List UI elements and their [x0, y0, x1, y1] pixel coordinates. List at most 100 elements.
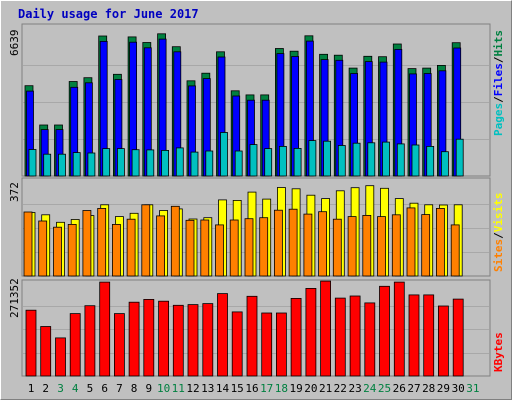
pages-bar [220, 132, 228, 177]
day-label: 15 [231, 382, 244, 395]
kbytes-bar [408, 294, 420, 377]
day-label: 29 [437, 382, 450, 395]
kbytes-bar [172, 304, 184, 377]
pages-bar [234, 150, 243, 177]
pages-bar [278, 145, 287, 177]
chart-title: Daily usage for June 2017 [18, 7, 199, 21]
pages-bar [293, 147, 302, 177]
legend-visits: Visits [492, 193, 505, 233]
kbytes-bar [99, 281, 111, 377]
sites-bar [332, 218, 342, 277]
sites-bar [288, 208, 298, 277]
day-label: 22 [334, 382, 347, 395]
pages-bar [352, 142, 361, 177]
pages-bar [396, 143, 405, 177]
pages-bar [367, 142, 376, 177]
pages-bar [190, 151, 199, 177]
sites-bar [23, 211, 33, 277]
kbytes-bar [320, 280, 332, 377]
day-label: 31 [466, 382, 479, 395]
day-label: 20 [304, 382, 317, 395]
sites-bar [273, 209, 283, 277]
upper-legend: Pages/Files/Hits [492, 30, 505, 136]
sites-bar [450, 224, 460, 277]
pages-bar [264, 148, 273, 177]
pages-bar [426, 145, 435, 177]
kbytes-bar [393, 281, 405, 377]
day-label: 8 [131, 382, 138, 395]
upper-ymax-label: 6639 [8, 30, 21, 57]
kbytes-bar [217, 293, 228, 377]
sites-bar [362, 214, 372, 277]
kbytes-bar [364, 302, 376, 377]
day-label: 19 [289, 382, 302, 395]
sites-bar [421, 214, 431, 277]
day-label: 11 [172, 382, 185, 395]
day-label: 17 [260, 382, 273, 395]
day-label: 18 [275, 382, 288, 395]
pages-bar [43, 153, 52, 177]
kbytes-bar [452, 298, 464, 377]
day-label: 23 [348, 382, 361, 395]
sites-bar [53, 226, 62, 277]
kbytes-bar [143, 298, 155, 377]
day-label: 13 [201, 382, 214, 395]
kbytes-bar [261, 312, 273, 377]
kbytes-bar [437, 305, 449, 377]
legend-sep: / [492, 232, 505, 239]
pages-bar [175, 147, 184, 177]
sites-bar [126, 218, 136, 277]
sites-bar [97, 207, 107, 277]
sites-bar [391, 214, 401, 277]
day-label: 14 [216, 382, 230, 395]
pages-bar [102, 148, 111, 177]
legend-kbytes: KBytes [492, 332, 505, 372]
kbytes-bar [349, 295, 361, 377]
legend-sep: / [492, 56, 505, 63]
sites-bar [259, 217, 269, 277]
kbytes-bar [55, 337, 66, 377]
pages-bar [440, 151, 449, 177]
sites-bar [82, 210, 92, 277]
day-label: 4 [72, 382, 79, 395]
pages-bar [455, 138, 464, 177]
sites-bar [200, 219, 210, 277]
day-label: 1 [28, 382, 35, 395]
kbytes-bar [290, 297, 302, 377]
pages-bar [337, 145, 346, 177]
pages-bar [146, 149, 155, 177]
pages-bar [72, 152, 81, 177]
kbytes-bar [128, 301, 140, 377]
legend-pages: Pages [492, 103, 505, 136]
sites-bar [435, 207, 445, 277]
pages-bar [131, 149, 140, 177]
kbytes-bar [305, 287, 317, 377]
sites-bar [406, 207, 416, 277]
kbytes-bar [114, 313, 125, 377]
sites-bar [112, 223, 121, 277]
day-label: 27 [407, 382, 420, 395]
pages-bar [411, 144, 420, 177]
day-label: 7 [116, 382, 123, 395]
sites-bar [347, 216, 357, 277]
sites-bar [67, 223, 77, 277]
pages-bar [28, 149, 37, 177]
kbytes-bar [69, 313, 81, 377]
sites-bar [318, 211, 328, 277]
day-label: 3 [57, 382, 64, 395]
day-label: 25 [378, 382, 391, 395]
pages-bar [205, 150, 214, 177]
kbytes-bar [379, 285, 390, 377]
kbytes-bar [25, 309, 37, 377]
kbytes-bar [246, 295, 258, 377]
legend-hits: Hits [492, 30, 505, 57]
legend-files: Files [492, 63, 505, 96]
legend-sep: / [492, 96, 505, 103]
pages-bar [308, 140, 317, 177]
day-label: 6 [101, 382, 108, 395]
kbytes-bar [423, 294, 435, 377]
sites-bar [141, 204, 151, 277]
sites-bar [244, 218, 254, 277]
kbytes-bar [202, 303, 214, 377]
kbytes-bar [84, 305, 96, 377]
